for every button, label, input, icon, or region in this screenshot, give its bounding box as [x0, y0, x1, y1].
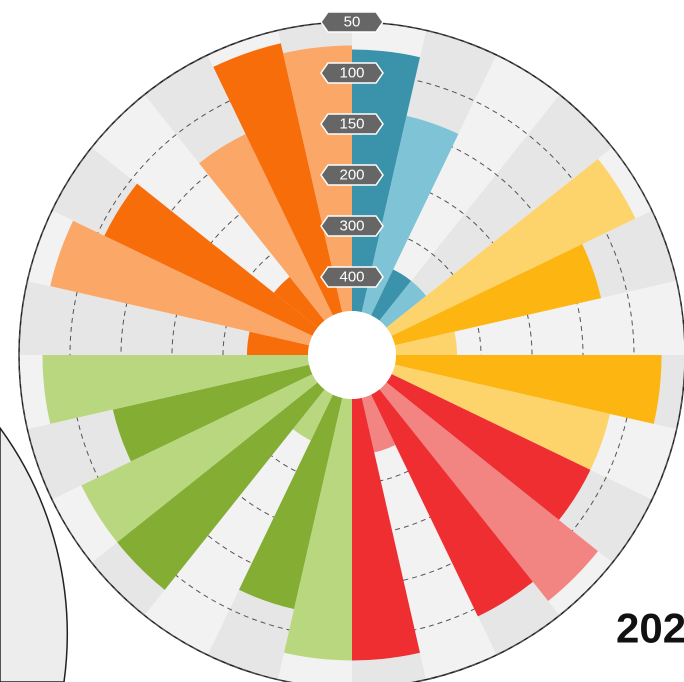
bar — [283, 45, 352, 313]
tick-badge — [320, 164, 384, 186]
bar — [379, 280, 427, 328]
bar — [213, 43, 343, 316]
bar — [199, 134, 333, 321]
tick-label: 50 — [344, 14, 361, 31]
bar — [292, 389, 333, 441]
bar — [238, 394, 343, 610]
bar — [371, 389, 533, 617]
bar — [104, 183, 318, 336]
bar — [50, 220, 313, 346]
background-band — [144, 389, 333, 656]
background-band — [91, 94, 325, 328]
tick-badge — [320, 215, 384, 237]
center-hole — [308, 311, 396, 399]
bar — [284, 397, 352, 661]
annotation: 202 — [616, 605, 684, 652]
bar — [352, 397, 420, 661]
bar — [391, 364, 611, 470]
bar — [386, 374, 591, 521]
bar — [81, 374, 318, 543]
bar — [361, 394, 396, 453]
bar — [394, 331, 458, 355]
background-band — [379, 94, 613, 328]
background-band — [394, 280, 684, 355]
bar — [42, 355, 310, 424]
bar — [117, 382, 325, 590]
tick-label: 300 — [339, 218, 364, 235]
bar — [246, 331, 310, 355]
tick-label: 400 — [339, 269, 364, 286]
bar — [273, 276, 325, 328]
tick-label: 100 — [339, 65, 364, 82]
background-band — [361, 394, 497, 680]
background-band — [19, 280, 310, 355]
tick-badge — [320, 113, 384, 135]
bar — [361, 115, 459, 316]
tick-labels: 50 100 150 200 300 400 — [320, 11, 384, 288]
tick-badge — [320, 266, 384, 288]
bar — [386, 158, 636, 336]
bars — [42, 43, 662, 661]
bar — [394, 355, 662, 424]
bar — [371, 269, 412, 321]
bar — [391, 244, 602, 346]
tick-label: 200 — [339, 167, 364, 184]
tick-label: 150 — [339, 116, 364, 133]
tick-badge — [320, 62, 384, 84]
bar — [112, 364, 313, 462]
tick-badge — [320, 11, 384, 33]
neighbor-chart — [0, 426, 69, 682]
background-band — [371, 54, 560, 321]
bar — [379, 382, 598, 601]
